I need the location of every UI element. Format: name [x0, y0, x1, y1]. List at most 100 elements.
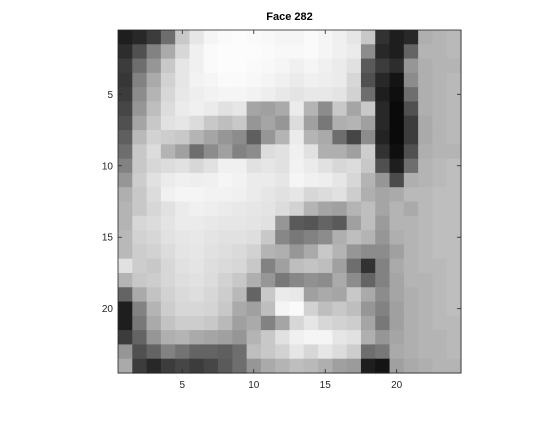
heatmap-cell: [275, 144, 291, 160]
heatmap-cell: [375, 344, 391, 360]
heatmap-cell: [203, 144, 219, 160]
heatmap-cell: [375, 215, 391, 231]
heatmap-cell: [303, 201, 319, 217]
heatmap-cell: [332, 130, 348, 145]
heatmap-cell: [289, 344, 305, 360]
heatmap-cell: [289, 115, 305, 131]
heatmap-cell: [446, 330, 462, 346]
heatmap-cell: [346, 344, 362, 360]
heatmap-cell: [332, 72, 348, 88]
heatmap-cell: [146, 301, 162, 317]
heatmap-cell: [246, 101, 262, 117]
heatmap-cell: [303, 315, 319, 331]
heatmap-cell: [203, 101, 219, 117]
heatmap-cell: [303, 272, 319, 288]
heatmap-cell: [260, 130, 276, 145]
heatmap-cell: [318, 172, 333, 188]
heatmap-cell: [418, 144, 434, 160]
heatmap-cell: [389, 258, 405, 274]
heatmap-cell: [403, 230, 419, 245]
heatmap-cell: [160, 144, 176, 160]
heatmap-cell: [446, 58, 462, 74]
heatmap-cell: [303, 258, 319, 274]
heatmap-cell: [432, 30, 448, 45]
heatmap-cell: [389, 330, 405, 346]
heatmap-cell: [403, 301, 419, 317]
heatmap-cell: [318, 287, 333, 303]
heatmap-cell: [389, 272, 405, 288]
heatmap-cell: [346, 244, 362, 260]
heatmap-cell: [246, 301, 262, 317]
heatmap-cell: [418, 215, 434, 231]
heatmap-cell: [160, 130, 176, 145]
heatmap-cell: [418, 30, 434, 45]
heatmap-cell: [189, 301, 205, 317]
heatmap-cell: [275, 58, 291, 74]
heatmap-cell: [203, 72, 219, 88]
heatmap-cell: [289, 272, 305, 288]
heatmap-cell: [132, 144, 148, 160]
heatmap-cell: [246, 215, 262, 231]
heatmap-cell: [389, 215, 405, 231]
heatmap-cell: [189, 244, 205, 260]
heatmap-cell: [389, 201, 405, 217]
heatmap-cell: [189, 101, 205, 117]
heatmap-cell: [160, 201, 176, 217]
heatmap-cell: [318, 187, 333, 203]
heatmap-cell: [375, 144, 391, 160]
heatmap-cell: [432, 158, 448, 174]
heatmap-cell: [360, 158, 376, 174]
heatmap-cell: [260, 330, 276, 346]
heatmap-cell: [446, 344, 462, 360]
heatmap-cell: [175, 258, 191, 274]
heatmap-cell: [118, 315, 133, 331]
heatmap-cell: [246, 358, 262, 374]
heatmap-cell: [403, 44, 419, 60]
heatmap-cell: [160, 215, 176, 231]
heatmap-cell: [303, 330, 319, 346]
heatmap-cell: [389, 72, 405, 88]
heatmap-cell: [303, 187, 319, 203]
heatmap-cell: [360, 215, 376, 231]
heatmap-cell: [132, 344, 148, 360]
heatmap-cell: [189, 230, 205, 245]
heatmap-cell: [375, 158, 391, 174]
heatmap-cell: [275, 30, 291, 45]
heatmap-cell: [332, 301, 348, 317]
heatmap-cell: [132, 172, 148, 188]
heatmap-cell: [132, 115, 148, 131]
heatmap-cell: [360, 87, 376, 103]
heatmap-cell: [303, 172, 319, 188]
heatmap-cell: [118, 287, 133, 303]
heatmap-cell: [318, 315, 333, 331]
heatmap-cell: [289, 201, 305, 217]
heatmap-cell: [260, 144, 276, 160]
heatmap-cell: [246, 130, 262, 145]
heatmap-cell: [246, 187, 262, 203]
heatmap-cell: [132, 187, 148, 203]
heatmap-cell: [446, 358, 462, 374]
heatmap-cell: [260, 115, 276, 131]
heatmap-cell: [218, 101, 233, 117]
heatmap-cell: [203, 201, 219, 217]
heatmap-cell: [432, 358, 448, 374]
heatmap-cell: [203, 358, 219, 374]
heatmap-cell: [360, 301, 376, 317]
heatmap-cell: [446, 172, 462, 188]
heatmap-cell: [160, 101, 176, 117]
heatmap-cell: [289, 101, 305, 117]
heatmap-cell: [303, 158, 319, 174]
heatmap-cell: [346, 287, 362, 303]
heatmap-cell: [246, 201, 262, 217]
heatmap-cell: [446, 130, 462, 145]
heatmap-cell: [160, 330, 176, 346]
heatmap-cell: [403, 172, 419, 188]
heatmap-cell: [175, 358, 191, 374]
heatmap-cell: [246, 87, 262, 103]
heatmap-cell: [418, 87, 434, 103]
heatmap-cell: [346, 72, 362, 88]
heatmap-cell: [375, 130, 391, 145]
heatmap-cell: [175, 101, 191, 117]
